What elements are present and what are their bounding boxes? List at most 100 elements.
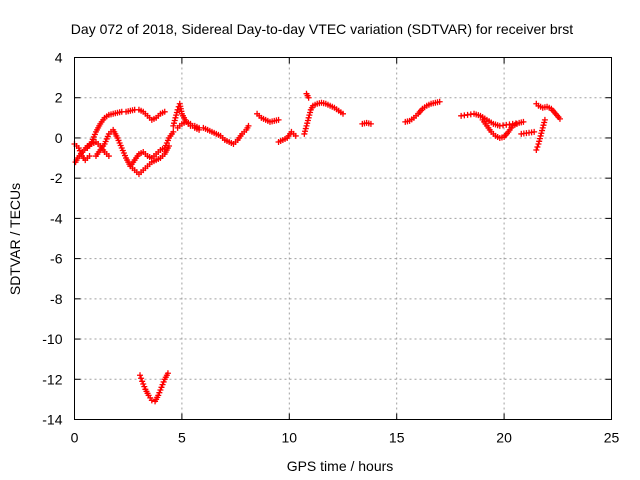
- y-tick-label: 0: [55, 130, 63, 146]
- data-point: [305, 114, 312, 121]
- data-point: [171, 117, 178, 124]
- y-tick-labels: -14 -12 -10 -8 -6 -4 -2 0 2 4: [42, 50, 62, 428]
- y-axis-label: SDTVAR / TECUs: [7, 183, 23, 295]
- data-segment-seg-s: [137, 370, 171, 405]
- data-segment-seg-j: [301, 99, 346, 137]
- x-tick-label: 25: [604, 430, 620, 446]
- y-tick-label: -10: [42, 331, 62, 347]
- data-segment-seg-c: [84, 106, 168, 151]
- data-point: [160, 378, 167, 385]
- data-segment-seg-k: [303, 90, 312, 101]
- y-tick-label: -2: [50, 170, 63, 186]
- data-point: [537, 132, 544, 139]
- data-point: [306, 112, 313, 119]
- data-point: [196, 126, 203, 133]
- data-point: [535, 140, 542, 147]
- data-segment-seg-o: [479, 116, 520, 141]
- data-point: [556, 115, 563, 122]
- data-point: [75, 145, 82, 151]
- data-point: [304, 120, 311, 127]
- data-segment-seg-l: [359, 119, 374, 127]
- x-tick-labels: 0 5 10 15 20 25: [71, 430, 620, 446]
- data-point: [340, 110, 346, 117]
- data-point: [539, 124, 546, 131]
- data-point: [139, 378, 146, 385]
- data-point: [541, 119, 548, 126]
- data-point: [140, 380, 147, 387]
- data-segment-seg-h: [254, 110, 282, 125]
- y-tick-label: 4: [55, 50, 63, 66]
- data-point: [513, 120, 520, 127]
- data-segment-seg-g: [174, 118, 203, 133]
- data-point: [172, 114, 179, 121]
- data-point: [539, 127, 546, 134]
- y-tick-label: 2: [55, 90, 63, 106]
- data-point: [541, 116, 548, 123]
- data-point: [157, 387, 164, 394]
- data-point: [301, 130, 308, 137]
- x-tick-label: 0: [71, 430, 79, 446]
- data-segment-seg-e: [127, 128, 177, 170]
- data-point: [307, 109, 314, 116]
- data-segment-seg-r: [533, 100, 563, 122]
- x-axis-label: GPS time / hours: [287, 458, 394, 474]
- x-tick-label: 10: [282, 430, 298, 446]
- points-layer: [71, 90, 563, 405]
- data-point: [76, 147, 83, 154]
- x-tick-label: 15: [389, 430, 405, 446]
- data-segment-seg-i: [275, 128, 299, 145]
- data-point: [436, 98, 443, 105]
- data-point: [137, 372, 144, 379]
- data-point: [304, 117, 311, 124]
- plot-frame: [74, 57, 612, 420]
- data-point: [538, 130, 545, 137]
- data-point: [536, 138, 543, 145]
- data-point: [159, 381, 166, 388]
- x-tick-label: 5: [178, 430, 186, 446]
- y-tick-label: -4: [50, 210, 63, 226]
- data-point: [173, 112, 180, 119]
- data-point: [174, 106, 181, 113]
- data-point: [520, 118, 527, 125]
- data-point: [367, 120, 374, 127]
- data-point: [302, 125, 309, 132]
- data-point: [534, 143, 541, 150]
- data-point: [86, 153, 93, 160]
- chart-title: Day 072 of 2018, Sidereal Day-to-day VTE…: [71, 21, 573, 37]
- data-point: [170, 122, 177, 129]
- data-point: [164, 370, 171, 377]
- data-point: [105, 153, 112, 160]
- data-point: [533, 147, 540, 154]
- data-point: [540, 122, 547, 129]
- data-segment-seg-m: [402, 98, 443, 125]
- grid-layer: [74, 57, 612, 420]
- data-segment-seg-q: [533, 116, 548, 154]
- data-segment-seg-p: [518, 128, 538, 137]
- x-tick-label: 20: [496, 430, 512, 446]
- y-tick-label: -12: [42, 371, 62, 387]
- data-point: [170, 128, 177, 135]
- y-tick-label: -6: [50, 251, 63, 267]
- data-point: [138, 375, 145, 382]
- y-tick-label: -14: [42, 412, 62, 428]
- data-point: [173, 109, 180, 116]
- data-point: [536, 135, 543, 142]
- data-point: [245, 122, 252, 129]
- data-point: [155, 392, 162, 399]
- data-point: [292, 132, 299, 139]
- data-point: [161, 108, 168, 115]
- data-point: [531, 128, 538, 135]
- data-point: [303, 122, 310, 129]
- data-segment-seg-n: [458, 110, 527, 129]
- data-point: [302, 128, 309, 135]
- data-point: [305, 94, 312, 101]
- data-point: [158, 384, 165, 391]
- data-point: [275, 116, 282, 123]
- data-segment-seg-d: [92, 126, 173, 178]
- data-point: [171, 120, 178, 127]
- y-tick-label: -8: [50, 291, 63, 307]
- data-point: [148, 397, 155, 404]
- data-point: [141, 383, 148, 390]
- data-point: [156, 389, 163, 396]
